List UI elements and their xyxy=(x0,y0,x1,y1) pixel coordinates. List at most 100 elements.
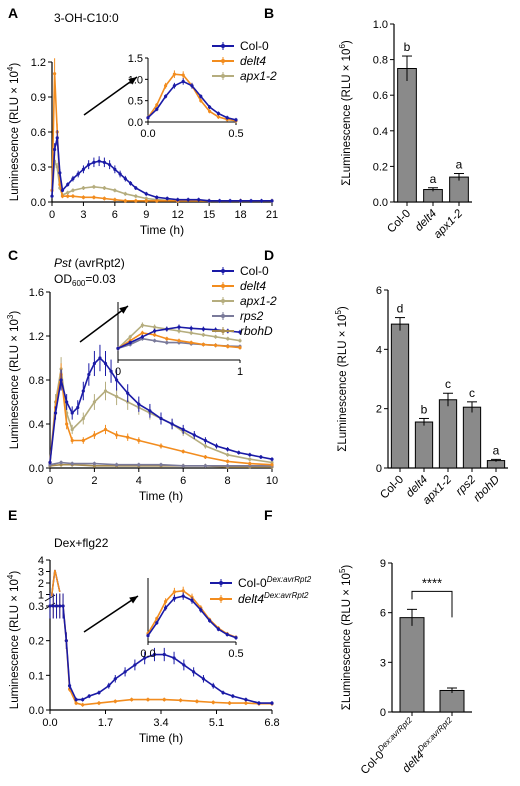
data-point xyxy=(226,453,230,457)
data-point xyxy=(92,361,96,366)
data-point xyxy=(203,455,207,459)
data-point xyxy=(181,589,185,593)
y-axis-label: Luminescence (RLU × 104) xyxy=(6,571,21,710)
legend-label: delt4Dex:avrRpt2 xyxy=(238,591,309,606)
y-axis-label: Luminescence (RLU × 103) xyxy=(6,311,21,450)
arrow-shaft xyxy=(79,305,129,343)
data-point xyxy=(126,391,130,395)
data-point xyxy=(270,457,274,461)
inset-x-tick-label: 0.0 xyxy=(140,648,155,660)
data-point xyxy=(123,199,127,203)
data-point xyxy=(87,694,91,698)
ylabel-sup: 5 xyxy=(334,310,343,315)
data-point xyxy=(140,323,144,327)
data-point xyxy=(81,186,86,190)
data-point xyxy=(244,698,248,702)
data-point xyxy=(199,99,203,103)
y-tick-label: 0.3 xyxy=(31,162,46,174)
data-point xyxy=(165,337,169,341)
category-label: rbohD xyxy=(471,474,502,505)
y-tick-label: 0.2 xyxy=(29,636,44,648)
legend-name: delt4 xyxy=(240,279,266,293)
bar xyxy=(423,189,443,203)
inset-x-tick-label: 0.5 xyxy=(228,128,243,140)
data-point xyxy=(164,84,168,88)
data-point xyxy=(70,438,74,443)
data-point xyxy=(102,186,106,190)
data-point xyxy=(64,639,68,643)
data-point xyxy=(144,196,148,201)
y-tick-label: 4 xyxy=(376,344,382,356)
data-point xyxy=(226,464,230,468)
legend-name: Col-0 xyxy=(240,39,269,53)
panel-letter-D: D xyxy=(264,247,274,263)
data-point xyxy=(70,411,74,415)
data-point xyxy=(58,182,62,187)
data-point xyxy=(192,670,196,674)
data-point xyxy=(172,656,176,660)
x-tick-label: 4 xyxy=(136,475,142,487)
data-point xyxy=(186,198,190,202)
data-point xyxy=(81,167,86,171)
data-point xyxy=(92,433,96,437)
data-point xyxy=(237,451,241,455)
data-point xyxy=(208,109,212,113)
legend-name: delt4 xyxy=(240,54,266,68)
bar xyxy=(438,399,458,469)
data-point xyxy=(164,606,168,610)
data-point xyxy=(203,438,207,443)
legend-sup: Dex:avrRpt2 xyxy=(267,575,312,584)
data-point xyxy=(137,402,141,406)
data-point xyxy=(270,701,274,705)
data-point xyxy=(270,460,274,465)
legend-marker xyxy=(221,44,225,48)
data-point xyxy=(87,163,91,167)
legend-label: rps2 xyxy=(240,309,264,323)
data-point xyxy=(259,455,263,459)
y-tick-label-upper: 3 xyxy=(38,567,44,579)
data-point xyxy=(144,199,148,203)
ylabel-end: ) xyxy=(337,306,349,310)
y-tick-label: 6 xyxy=(380,608,386,620)
data-point xyxy=(172,84,176,88)
ylabel-main: ΣLuminescence (RLU × 10 xyxy=(341,49,353,186)
ylabel-end: ) xyxy=(9,63,21,67)
od-sub: 600 xyxy=(72,279,86,288)
data-point xyxy=(134,194,138,198)
legend-sup: Dex:avrRpt2 xyxy=(264,591,309,600)
line-chart-A: 0 3 6 9 12 15 18 21 0.0 0.3 0.6 0.9 1.2 Time (h) Lumin… xyxy=(6,39,278,237)
data-point xyxy=(190,84,194,88)
data-point xyxy=(259,199,264,203)
x-tick-label: 8 xyxy=(225,475,231,487)
significance-letter: b xyxy=(404,40,411,54)
data-point xyxy=(87,372,91,377)
data-point xyxy=(214,444,219,448)
data-point xyxy=(165,196,169,201)
data-point xyxy=(249,199,253,203)
bar xyxy=(462,406,482,469)
inset-x-tick-label: 0.0 xyxy=(140,128,155,140)
data-point xyxy=(51,604,55,608)
data-point xyxy=(113,188,117,192)
data-point xyxy=(178,698,183,702)
data-point xyxy=(53,411,58,415)
ylabel-main: ΣLuminescence (RLU × 10 xyxy=(341,573,353,710)
zoom-arrow xyxy=(83,595,139,633)
bar xyxy=(399,617,425,713)
x-axis-label: Time (h) xyxy=(140,223,184,237)
data-point xyxy=(165,327,169,331)
data-point xyxy=(182,663,186,667)
data-point xyxy=(66,191,70,195)
legend-marker xyxy=(221,74,225,78)
data-point xyxy=(66,182,70,187)
data-point xyxy=(225,116,229,120)
data-point xyxy=(71,177,75,181)
data-point xyxy=(155,199,159,203)
data-point xyxy=(70,462,74,466)
od-value: =0.03 xyxy=(85,272,116,286)
data-point xyxy=(155,616,159,621)
data-point xyxy=(115,433,119,437)
legend-marker xyxy=(221,284,225,288)
